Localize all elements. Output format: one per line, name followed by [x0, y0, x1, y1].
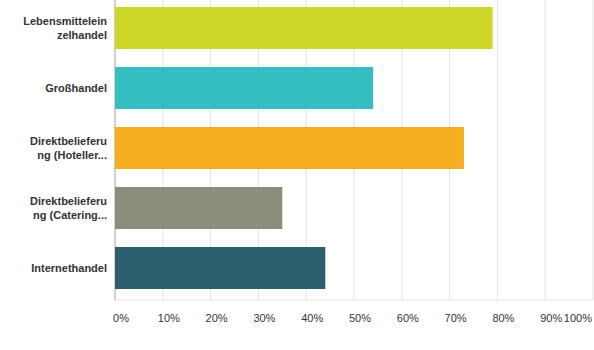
- x-tick-label: 30%: [253, 312, 275, 324]
- x-tick-label: 40%: [301, 312, 323, 324]
- chart-svg: 0% 10% 20% 30% 40% 50% 60% 70% 80% 90%100% Lebensm…: [0, 0, 594, 350]
- category-label-line: Direktbelieferu: [30, 195, 107, 207]
- bars: [115, 7, 493, 289]
- grid-line: [497, 0, 498, 300]
- x-tick-label: 90%: [540, 312, 562, 324]
- category-label: Großhandel: [45, 82, 107, 94]
- category-label-line: zelhandel: [57, 29, 107, 41]
- bar: [115, 7, 493, 49]
- bar: [115, 67, 373, 109]
- chart-container: 0% 10% 20% 30% 40% 50% 60% 70% 80% 90%100% Lebensm…: [0, 0, 594, 350]
- category-label-line: ng (Catering...: [33, 209, 107, 221]
- grid: [115, 0, 593, 300]
- bar: [115, 187, 282, 229]
- category-label-line: ng (Hoteller...: [37, 149, 107, 161]
- x-tick-label: 80%: [492, 312, 514, 324]
- grid-line: [593, 0, 594, 300]
- x-tick-label: 100%: [564, 312, 592, 324]
- category-label: Lebensmittelein zelhandel: [23, 15, 107, 41]
- bar: [115, 127, 464, 169]
- x-tick-label: 0%: [113, 312, 129, 324]
- x-tick-label: 50%: [349, 312, 371, 324]
- category-label: Direktbelieferu ng (Hoteller...: [30, 135, 107, 161]
- x-tick-label: 60%: [397, 312, 419, 324]
- category-label-line: Großhandel: [45, 82, 107, 94]
- category-label-line: Direktbelieferu: [30, 135, 107, 147]
- x-tick-label: 70%: [445, 312, 467, 324]
- x-axis-line: [115, 300, 593, 301]
- category-labels: Lebensmittelein zelhandel Großhandel Direkt…: [23, 15, 107, 274]
- category-label: Direktbelieferu ng (Catering...: [30, 195, 107, 221]
- x-tick-labels: 0% 10% 20% 30% 40% 50% 60% 70% 80% 90%100%: [113, 312, 592, 324]
- grid-line: [545, 0, 546, 300]
- x-tick-label: 20%: [206, 312, 228, 324]
- category-label: Internethandel: [31, 262, 107, 274]
- category-label-line: Lebensmittelein: [23, 15, 107, 27]
- x-tick-label: 10%: [158, 312, 180, 324]
- category-label-line: Internethandel: [31, 262, 107, 274]
- bar: [115, 247, 325, 289]
